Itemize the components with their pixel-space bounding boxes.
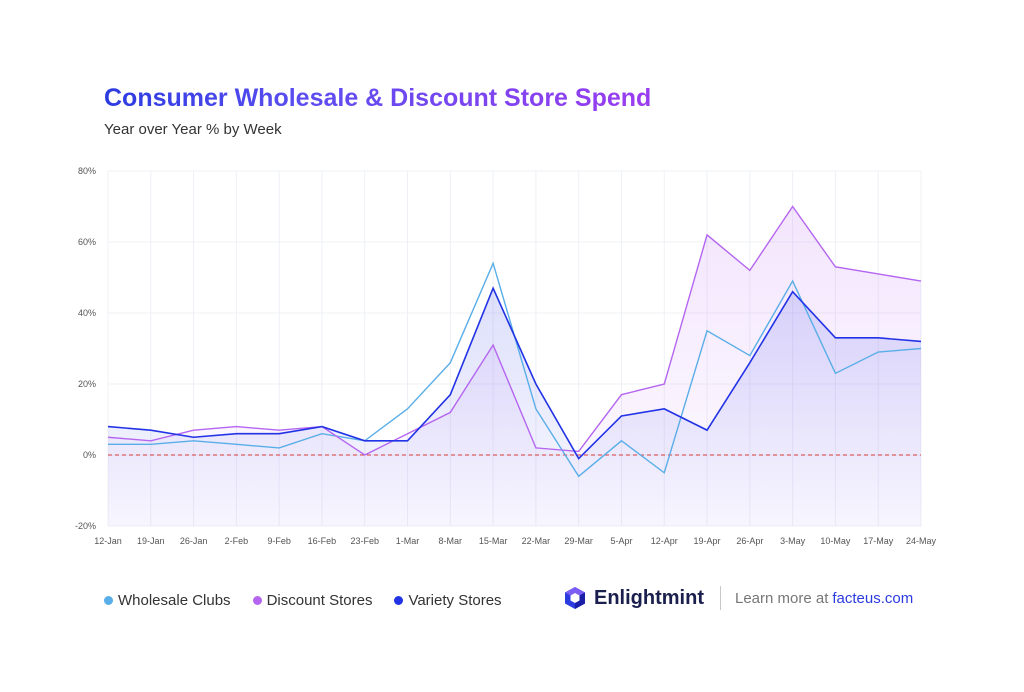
brand-name: Enlightmint: [594, 586, 704, 609]
x-tick-label: 29-Mar: [564, 536, 593, 546]
facteus-link[interactable]: facteus.com: [832, 589, 914, 607]
x-tick-label: 19-Apr: [694, 536, 721, 546]
legend-label: Wholesale Clubs: [118, 592, 231, 609]
y-tick-label: 80%: [78, 166, 96, 176]
x-tick-label: 1-Mar: [396, 536, 420, 546]
line-chart: 80% 60% 40% 20% 0% -20% 12-Jan 19-Jan 26-Jan 2-F…: [75, 166, 937, 546]
x-tick-label: 23-Feb: [350, 536, 379, 546]
learn-more-text: Learn more at: [734, 589, 829, 607]
series-lines: [107, 205, 922, 478]
brand-divider: [719, 586, 721, 610]
x-tick-label: 8-Mar: [439, 536, 463, 546]
x-tick-label: 17-May: [863, 536, 894, 546]
legend-dot-icon: [252, 596, 262, 605]
x-tick-label: 26-Jan: [180, 536, 208, 546]
y-tick-label: 60%: [78, 237, 96, 247]
area-fills: [108, 206, 921, 526]
legend-item-variety-stores: Variety Stores: [394, 592, 502, 609]
x-tick-label: 12-Jan: [94, 536, 122, 546]
legend-dot-icon: [394, 596, 404, 605]
x-tick-label: 10-May: [820, 536, 851, 546]
x-tick-label: 19-Jan: [137, 536, 165, 546]
x-tick-label: 5-Apr: [610, 536, 632, 546]
legend-item-discount-stores: Discount Stores: [252, 592, 373, 609]
y-tick-label: 20%: [78, 379, 96, 389]
line-variety-stores: [107, 286, 922, 460]
x-tick-label: 22-Mar: [522, 536, 551, 546]
x-tick-label: 16-Feb: [308, 536, 337, 546]
x-axis-ticks: 12-Jan 19-Jan 26-Jan 2-Feb 9-Feb 16-Feb 23-Feb…: [94, 536, 936, 546]
brand-footer: Enlightmint Learn more at facteus.com: [564, 586, 913, 610]
x-tick-label: 26-Apr: [736, 536, 763, 546]
legend: Wholesale Clubs Discount Stores Variety …: [104, 592, 502, 609]
y-tick-label: 40%: [78, 308, 96, 318]
enlightmint-hexagon-icon: [565, 587, 585, 609]
chart-subtitle: Year over Year % by Week: [104, 121, 282, 138]
y-axis-ticks: 80% 60% 40% 20% 0% -20%: [75, 166, 96, 531]
x-tick-label: 2-Feb: [225, 536, 249, 546]
x-tick-label: 15-Mar: [479, 536, 508, 546]
chart-title: Consumer Wholesale & Discount Store Spen…: [104, 84, 652, 112]
legend-item-wholesale-clubs: Wholesale Clubs: [104, 592, 231, 609]
y-tick-label: -20%: [75, 521, 96, 531]
line-discount-stores: [107, 205, 922, 456]
x-tick-label: 12-Apr: [651, 536, 678, 546]
x-tick-label: 3-May: [780, 536, 806, 546]
legend-label: Discount Stores: [266, 592, 373, 609]
legend-dot-icon: [104, 596, 113, 605]
legend-label: Variety Stores: [408, 592, 502, 609]
area-variety-stores: [108, 288, 921, 526]
y-tick-label: 0%: [83, 450, 96, 460]
x-tick-label: 9-Feb: [267, 536, 291, 546]
x-tick-label: 24-May: [906, 536, 937, 546]
